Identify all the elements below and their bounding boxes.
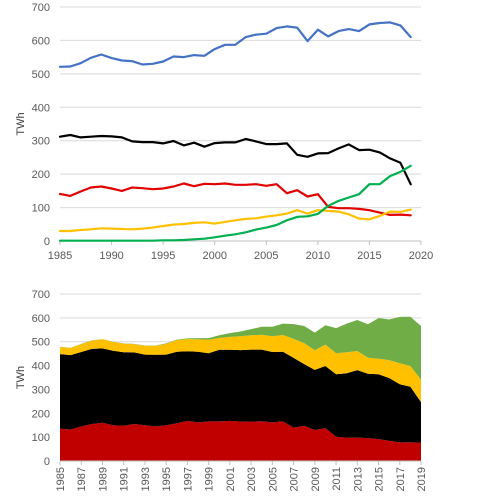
x-tick-label: 2009: [310, 467, 322, 491]
x-tick-label: 1991: [119, 467, 131, 491]
series-line-0: [58, 21, 412, 68]
y-tick-label: 400: [32, 102, 50, 114]
series-line-1: [58, 133, 412, 186]
x-tick-label: 2010: [306, 250, 330, 262]
x-tick-label: 1999: [204, 467, 216, 491]
x-tick-label: 2020: [409, 250, 433, 262]
x-tick-label: 1997: [182, 467, 194, 491]
y-tick-label: 400: [32, 361, 50, 373]
x-tick-label: 2005: [254, 250, 278, 262]
x-tick-label: 2000: [202, 250, 226, 262]
x-tick-label: 1987: [76, 467, 88, 491]
x-tick-label: 2013: [352, 467, 364, 491]
y-tick-label: 100: [32, 203, 50, 215]
x-tick-label: 1990: [99, 250, 123, 262]
y-tick-label: 200: [32, 169, 50, 181]
x-tick-label: 2019: [416, 467, 428, 491]
stacked-area-chart: 0 100 200 300 400 500 600 700 TWh 1985 1987 1989 199…: [15, 289, 428, 491]
y-tick-label: 100: [32, 432, 50, 444]
x-tick-label: 2003: [246, 467, 258, 491]
area-series-3: [60, 316, 421, 380]
series-line-4: [58, 164, 412, 242]
y-tick-label: 0: [44, 236, 50, 248]
x-tick-label: 1995: [161, 467, 173, 491]
x-tick-label: 1995: [151, 250, 175, 262]
y-axis-label: TWh: [15, 112, 27, 135]
area-series-0: [60, 420, 421, 461]
y-tick-label: 300: [32, 136, 50, 148]
y-tick-label: 600: [32, 35, 50, 47]
y-tick-label: 500: [32, 337, 50, 349]
y-tick-label: 600: [32, 313, 50, 325]
area-series-2: [60, 334, 421, 403]
y-tick-label: 200: [32, 408, 50, 420]
y-tick-label: 700: [32, 2, 50, 14]
x-tick-label: 1989: [97, 467, 109, 491]
y-tick-label: 300: [32, 384, 50, 396]
y-tick-label: 0: [44, 456, 50, 468]
area-series-1: [60, 348, 421, 443]
x-tick-label: 2011: [331, 467, 343, 491]
x-tick-label: 2005: [267, 467, 279, 491]
series-line-2: [58, 182, 412, 217]
x-tick-label: 1985: [55, 467, 67, 491]
x-tick-label: 2017: [395, 467, 407, 491]
x-tick-label: 2007: [289, 467, 301, 491]
x-tick-label: 2001: [225, 467, 237, 491]
y-tick-label: 700: [32, 289, 50, 301]
series-line-3: [58, 208, 412, 233]
x-tick-label: 1993: [140, 467, 152, 491]
x-tick-label: 1985: [48, 250, 72, 262]
y-axis-label: TWh: [15, 366, 27, 389]
x-tick-label: 2015: [374, 467, 386, 491]
x-tick-label: 2015: [357, 250, 381, 262]
y-tick-label: 500: [32, 69, 50, 81]
line-chart: 0 100 200 300 400 500 600 700 1985 1990 1995 2000 20…: [15, 2, 433, 262]
